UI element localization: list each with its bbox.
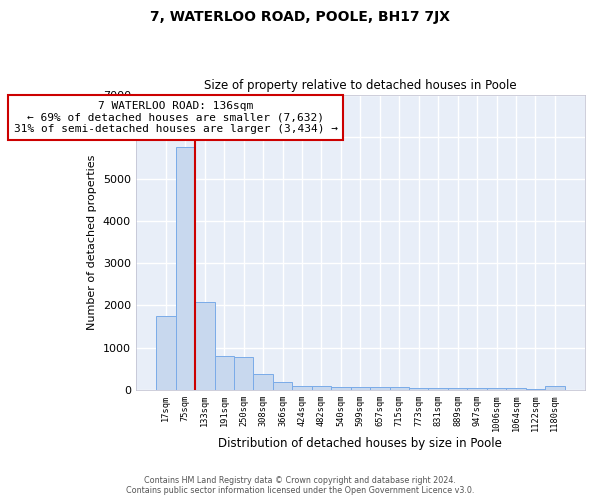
Bar (526, 388, 545, 390)
Bar (487, 388, 506, 390)
Bar (350, 387, 370, 390)
Bar (176, 148, 195, 390)
Title: Size of property relative to detached houses in Poole: Size of property relative to detached ho… (204, 79, 517, 92)
Bar (448, 388, 467, 390)
Bar (234, 357, 253, 390)
Text: 7 WATERLOO ROAD: 136sqm
← 69% of detached houses are smaller (7,632)
31% of semi: 7 WATERLOO ROAD: 136sqm ← 69% of detache… (14, 101, 338, 134)
Bar (506, 388, 526, 390)
Bar (312, 386, 331, 390)
Text: 7, WATERLOO ROAD, POOLE, BH17 7JX: 7, WATERLOO ROAD, POOLE, BH17 7JX (150, 10, 450, 24)
Bar (253, 374, 273, 390)
Bar (545, 386, 565, 390)
Bar (331, 386, 350, 390)
Bar (409, 388, 428, 390)
Bar (215, 356, 234, 390)
Bar (467, 388, 487, 390)
Y-axis label: Number of detached properties: Number of detached properties (87, 154, 97, 330)
Text: Contains HM Land Registry data © Crown copyright and database right 2024.
Contai: Contains HM Land Registry data © Crown c… (126, 476, 474, 495)
Bar (389, 388, 409, 390)
Bar (195, 302, 215, 390)
Bar (370, 387, 389, 390)
X-axis label: Distribution of detached houses by size in Poole: Distribution of detached houses by size … (218, 437, 502, 450)
Bar (292, 386, 312, 390)
Bar (156, 316, 176, 390)
Bar (428, 388, 448, 390)
Bar (273, 382, 292, 390)
